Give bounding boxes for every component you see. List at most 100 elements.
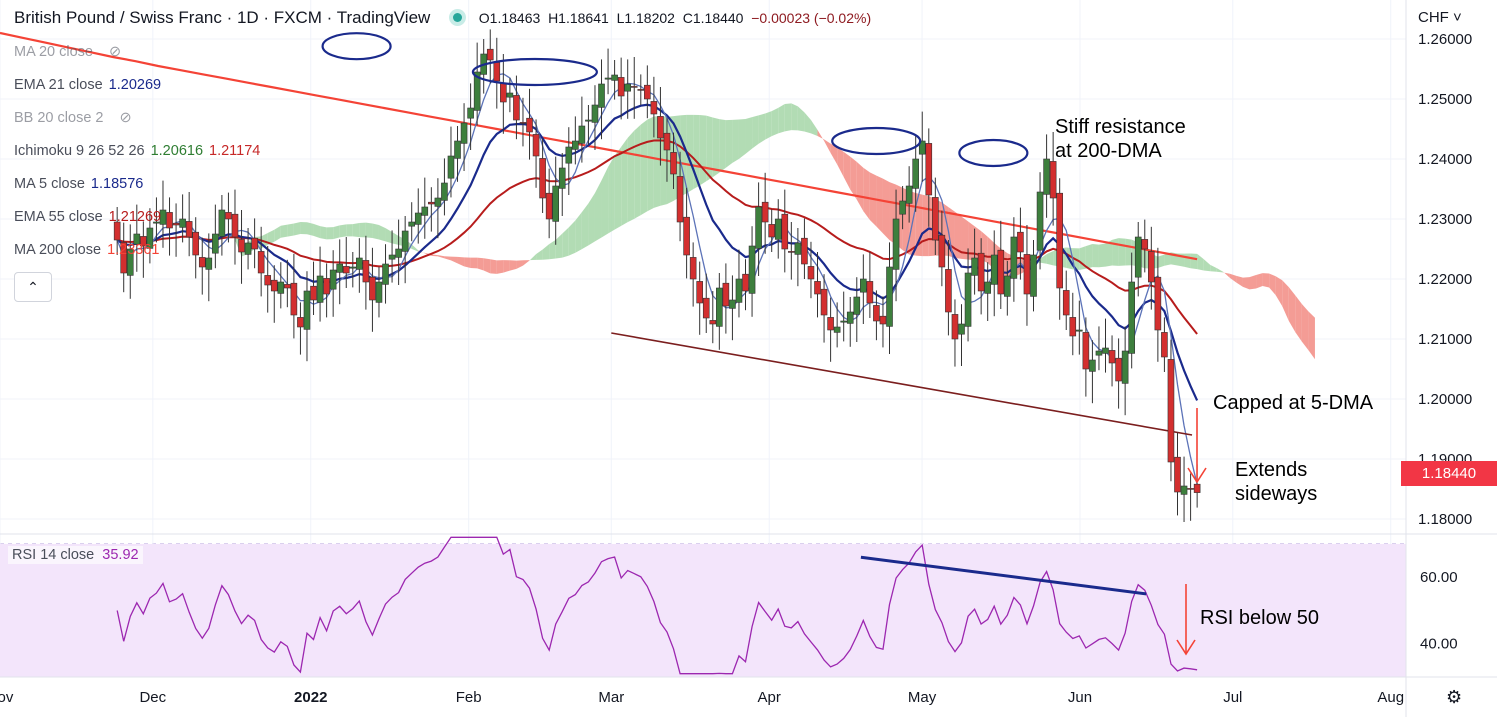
candle [788,222,795,280]
down-arrow-icon [1187,408,1207,484]
candle-body [290,282,298,316]
candle [251,218,258,269]
legend-row[interactable]: MA 5 close 1.18576 [14,176,149,192]
cloud-segment [300,222,307,235]
cloud-segment [562,227,569,258]
cloud-segment [549,239,556,260]
candle-body [1049,161,1057,199]
cloud-segment [863,167,870,220]
candle-body [918,140,926,155]
candle [185,192,193,257]
legend-row[interactable]: EMA 55 close 1.21269 [14,209,167,225]
cloud-segment [725,119,733,168]
legend-row[interactable]: EMA 21 close 1.20269 [14,77,167,93]
legend-name: BB 20 close 2 [14,110,104,126]
candle [755,182,762,276]
time-tick-label: Dec [139,689,166,706]
cloud-segment [267,229,275,245]
candle [598,59,605,140]
annotation-resistance-line1: Stiff resistance [1055,116,1186,138]
candle [814,252,821,318]
candle-body [205,257,213,270]
cloud-segment [1229,273,1237,283]
cloud-segment [555,233,563,259]
candle [604,48,612,95]
candle-body [133,233,141,245]
candle [539,138,546,213]
candle [1062,270,1070,330]
legend-row[interactable]: MA 20 close ⊘ [14,44,121,60]
eye-crossed-icon[interactable]: ⊘ [119,110,132,127]
annotation-resistance: Stiff resistance at 200-DMA [1055,115,1186,163]
candle [356,238,363,293]
cloud-segment [274,225,281,242]
cloud-segment [1288,287,1296,333]
cloud-segment [490,259,497,274]
collapse-legend-button[interactable]: ⌃ [14,272,52,302]
candle-body [604,77,612,80]
candle-body [997,249,1005,295]
eye-crossed-icon[interactable]: ⊘ [109,44,122,61]
candle-body [1128,281,1135,354]
candle [303,271,311,362]
candle [218,195,226,256]
cloud-segment [1236,275,1243,287]
cloud-segment [1098,243,1106,268]
candle-body [238,239,245,253]
candle [349,252,357,288]
candle-body [846,311,854,324]
cloud-segment [1197,253,1204,271]
candle [126,224,134,299]
legend-row[interactable]: BB 20 close 2 ⊘ [14,110,132,126]
candle-body [1076,329,1083,332]
cloud-segment [457,256,465,267]
symbol-title[interactable]: British Pound / Swiss Franc · 1D · FXCM … [14,8,431,27]
candle-body [1174,456,1181,493]
cloud-segment [1242,277,1250,290]
candle [284,259,291,308]
ma200-line [0,31,1198,261]
candle [434,178,442,239]
close-value: C1.18440 [682,10,744,26]
candle [860,254,867,324]
candle-body [1141,239,1149,250]
currency-selector[interactable]: CHF ˅ [1418,9,1462,26]
candle-body [866,281,874,304]
candle [735,249,743,318]
cloud-segment [1301,304,1309,351]
candle-body [945,269,952,313]
rsi-legend[interactable]: RSI 14 close 35.92 [8,546,143,564]
candle-body [336,263,344,273]
candle-body [716,287,723,327]
candle-body [886,266,893,327]
candle [1069,292,1077,356]
candle-body [1023,254,1031,295]
candle [231,189,239,265]
candle-body [126,248,134,276]
candle-body [159,209,167,225]
candle-body [277,281,285,294]
rsi-legend-name: RSI 14 close [12,547,95,563]
candle [899,186,906,230]
candle [1148,226,1155,310]
candle [428,187,435,232]
candle-body [113,221,121,241]
candle-body [185,221,193,238]
settings-gear-icon[interactable]: ⚙ [1446,687,1463,707]
candle-body [696,281,703,304]
candle-body [768,224,775,238]
candle-body [414,212,422,225]
candle-body [388,254,396,260]
cloud-segment [346,224,353,237]
cloud-segment [856,161,864,212]
cloud-segment [732,119,739,163]
time-tick-label: Apr [758,689,781,706]
cloud-segment [1125,238,1132,266]
legend-row[interactable]: MA 200 close 1.23361 [14,242,165,258]
candle [892,189,900,302]
candle [388,230,396,283]
legend-value-2: 1.21174 [209,143,261,159]
time-tick-label: May [908,689,937,706]
legend-row[interactable]: Ichimoku 9 26 52 26 1.20616 1.21174 [14,143,260,159]
